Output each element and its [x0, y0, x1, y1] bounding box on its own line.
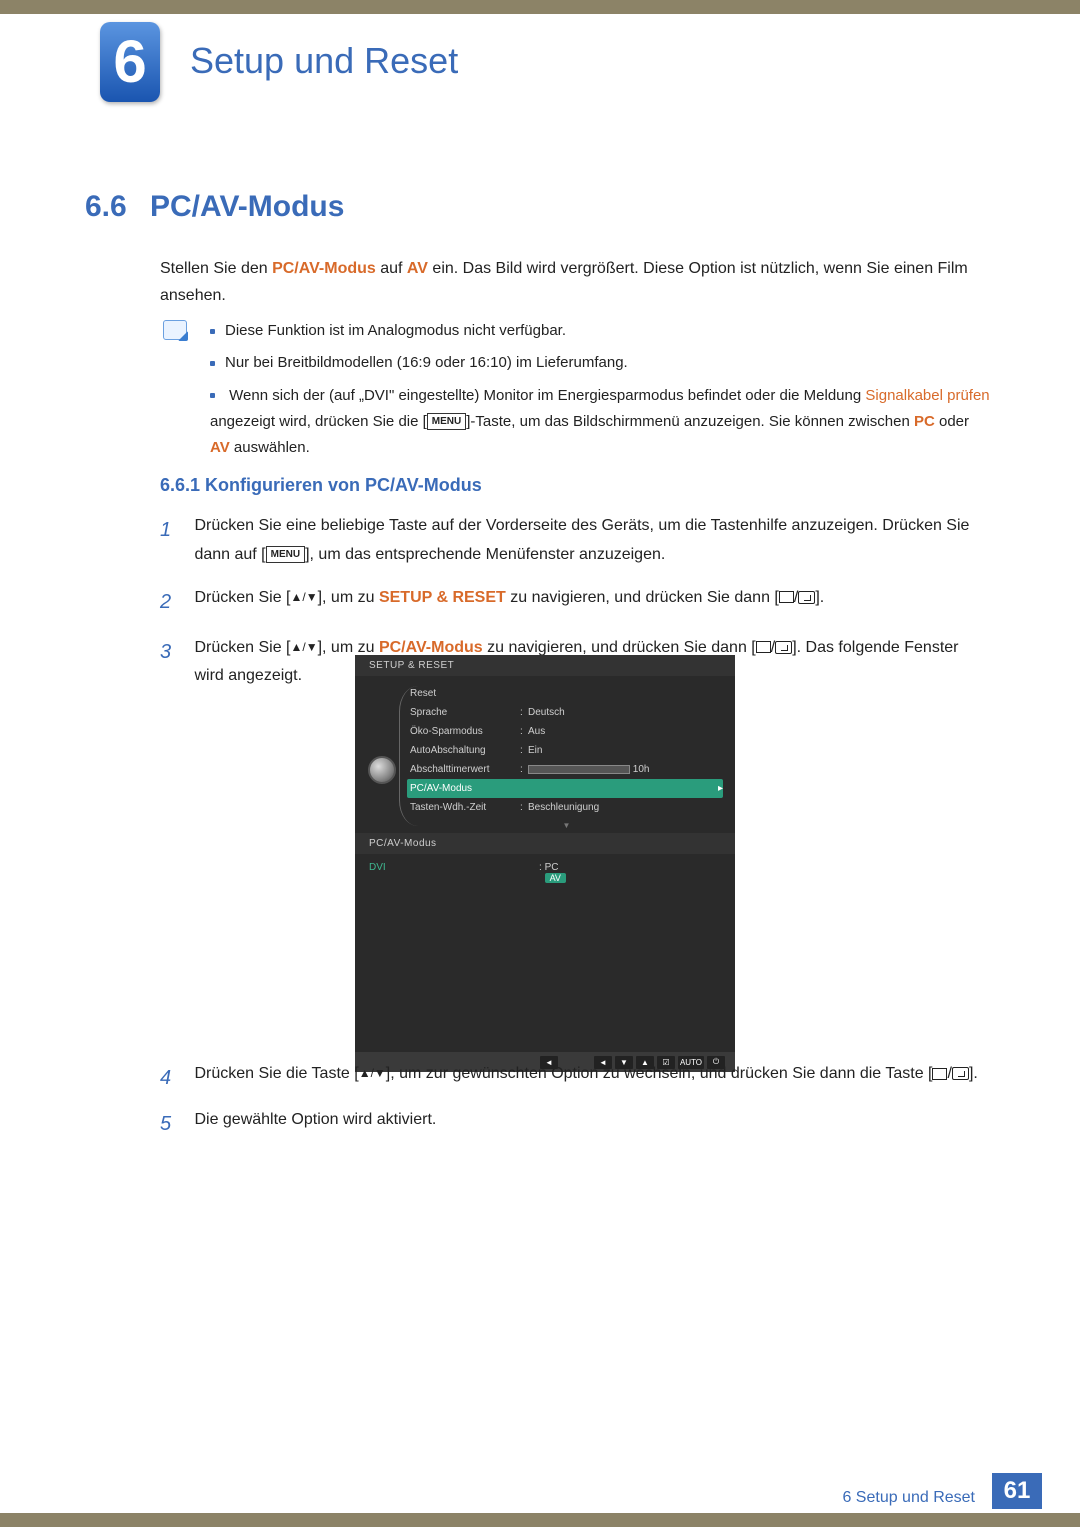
section-intro: Stellen Sie den PC/AV-Modus auf AV ein. … — [160, 255, 990, 309]
note-icon — [163, 320, 187, 340]
osd-row: Abschalttimerwert: 10h — [410, 760, 723, 779]
osd-dvi-label: DVI — [369, 862, 539, 884]
steps-list-cont: 4 Drücken Sie die Taste [▲/▼], um zur ge… — [160, 1060, 990, 1152]
osd-row: Reset — [410, 684, 723, 703]
subsection-heading: 6.6.1 Konfigurieren von PC/AV-Modus — [160, 475, 482, 496]
up-down-icon: ▲/▼ — [359, 1063, 386, 1085]
enter-icon — [775, 641, 792, 654]
up-down-icon: ▲/▼ — [291, 587, 318, 609]
scroll-down-icon: ▼ — [410, 821, 723, 830]
chapter-number-badge: 6 — [100, 22, 160, 102]
chapter-title: Setup und Reset — [190, 40, 458, 82]
footer-page-number: 61 — [992, 1473, 1042, 1509]
note-item: Nur bei Breitbildmodellen (16:9 oder 16:… — [225, 354, 628, 371]
note-item: Diese Funktion ist im Analogmodus nicht … — [225, 322, 566, 339]
step-1: 1 Drücken Sie eine beliebige Taste auf d… — [160, 512, 990, 570]
menu-key-icon: MENU — [427, 413, 466, 430]
source-icon — [756, 641, 771, 653]
source-icon — [932, 1068, 947, 1080]
step-4: 4 Drücken Sie die Taste [▲/▼], um zur ge… — [160, 1060, 990, 1096]
osd-option-pc: PC — [545, 862, 559, 873]
osd-setup-reset: SETUP & RESET Reset Sprache:Deutsch Öko-… — [355, 655, 735, 858]
source-icon — [779, 591, 794, 603]
osd-row-selected: PC/AV-Modus▸ — [407, 779, 723, 798]
osd-row: AutoAbschaltung:Ein — [410, 741, 723, 760]
top-bar — [0, 0, 1080, 14]
osd-dial-icon — [368, 756, 396, 784]
footer-chapter-label: 6 Setup und Reset — [842, 1489, 975, 1507]
section-number: 6.6 — [85, 190, 127, 224]
bottom-bar — [0, 1513, 1080, 1527]
note-item: Wenn sich der (auf „DVI" eingestellte) M… — [210, 387, 990, 457]
enter-icon — [798, 591, 815, 604]
osd-arc-decoration — [399, 686, 418, 826]
menu-key-icon: MENU — [266, 546, 305, 563]
osd-option-av-selected: AV — [545, 873, 566, 883]
osd-title: SETUP & RESET — [355, 655, 735, 676]
osd-row: Öko-Sparmodus:Aus — [410, 722, 723, 741]
section-title: PC/AV-Modus — [150, 190, 344, 224]
osd-slider — [528, 765, 630, 774]
step-2: 2 Drücken Sie [▲/▼], um zu SETUP & RESET… — [160, 584, 990, 620]
enter-icon — [952, 1067, 969, 1080]
note-list: Diese Funktion ist im Analogmodus nicht … — [210, 318, 990, 467]
osd-row: Sprache:Deutsch — [410, 703, 723, 722]
osd-row: Tasten-Wdh.-Zeit:Beschleunigung — [410, 798, 723, 817]
arrow-right-icon: ▸ — [718, 783, 723, 794]
step-5: 5 Die gewählte Option wird aktiviert. — [160, 1106, 990, 1142]
osd-title: PC/AV-Modus — [355, 833, 735, 854]
osd-pcav-modus: PC/AV-Modus DVI : PC AV ◄ ◄ ▼ ▲ ☑ AUTO ⏻ — [355, 833, 735, 1072]
up-down-icon: ▲/▼ — [291, 637, 318, 659]
